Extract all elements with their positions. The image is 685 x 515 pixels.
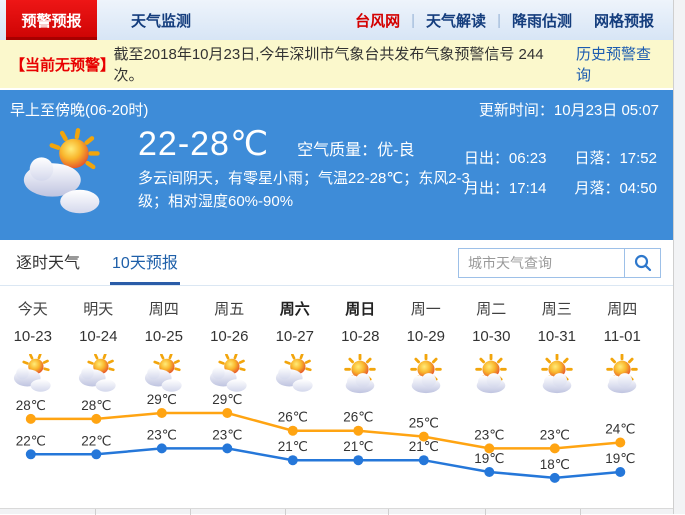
- no-warning-badge: 【当前无预警】: [10, 56, 116, 74]
- svg-text:21℃: 21℃: [343, 439, 373, 454]
- svg-text:21℃: 21℃: [409, 439, 439, 454]
- sun-moon-times: 日出：06:23 日落：17:52 月出：17:14 月落：04:50: [464, 147, 657, 198]
- alert-message: 截至2018年10月23日,今年深圳市气象台共发布气象预警信号 244 次。: [113, 46, 544, 84]
- day-label: 周日: [345, 301, 376, 318]
- forecast-column-10-31[interactable]: 周三 10-31: [524, 298, 590, 396]
- sun-with-cloud-icon: [393, 354, 459, 396]
- sun-moon-item-3: 月落：04:50: [574, 180, 657, 197]
- city-weather-search: [458, 248, 661, 278]
- current-weather-panel: 早上至傍晚(06-20时) 更新时间：10月23日 05:07 22-28℃ 空…: [0, 90, 673, 240]
- search-button[interactable]: [624, 249, 660, 277]
- svg-text:23℃: 23℃: [212, 427, 242, 442]
- nav-tab-weather-monitoring[interactable]: 天气监测: [131, 12, 192, 30]
- air-quality-label: 空气质量：优-良: [297, 142, 415, 159]
- day-label: 周四: [148, 301, 179, 318]
- sun-moon-item-2: 月出：17:14: [463, 180, 547, 197]
- sun-behind-clouds-icon: [262, 354, 328, 396]
- forecast-column-10-23[interactable]: 今天 10-23: [0, 298, 66, 396]
- sun-moon-item-0: 日出：06:23: [463, 150, 547, 167]
- day-label: 周一: [410, 301, 441, 318]
- forecast-column-10-27[interactable]: 周六 10-27: [262, 298, 328, 396]
- day-label: 周六: [279, 301, 310, 318]
- svg-text:26℃: 26℃: [278, 410, 308, 425]
- sun-behind-clouds-icon: [197, 354, 263, 396]
- right-gutter: [673, 0, 685, 514]
- forecast-tabbar: 逐时天气 10天预报: [0, 240, 673, 286]
- top-nav-links: 台风网 | 天气解读 | 降雨估测 网格预报: [344, 0, 665, 40]
- day-label: 周三: [541, 301, 572, 318]
- date-label: 10-25: [144, 328, 183, 345]
- date-label: 10-26: [210, 328, 249, 345]
- day-label: 今天: [17, 301, 48, 318]
- sun-behind-clouds-icon: [66, 354, 132, 396]
- nav-link-0[interactable]: 台风网: [355, 12, 401, 30]
- sun-behind-clouds-icon: [0, 124, 138, 226]
- svg-text:23℃: 23℃: [474, 427, 504, 442]
- top-nav: 预警预报 天气监测 台风网 | 天气解读 | 降雨估测 网格预报: [0, 0, 673, 40]
- sun-with-cloud-icon: [590, 354, 656, 396]
- forecast-column-10-30[interactable]: 周二 10-30: [459, 298, 525, 396]
- forecast-column-10-25[interactable]: 周四 10-25: [131, 298, 197, 396]
- temperature-line-chart: 28℃ 28℃ 29℃ 29℃ 26℃ 26℃ 25℃ 23℃ 23℃ 24℃ 22℃ 22℃ 23℃ 2…: [16, 392, 635, 483]
- sun-with-cloud-icon: [524, 354, 590, 396]
- svg-text:28℃: 28℃: [16, 398, 46, 413]
- sun-with-cloud-icon: [328, 354, 394, 396]
- date-label: 10-29: [406, 328, 445, 345]
- temperature-range: 22-28℃: [138, 125, 270, 163]
- nav-link-2[interactable]: 降雨估测: [511, 12, 572, 30]
- tab-hourly-weather[interactable]: 逐时天气: [16, 255, 81, 272]
- nav-link-1[interactable]: 天气解读: [426, 12, 487, 30]
- date-label: 10-31: [537, 328, 576, 345]
- date-label: 10-23: [13, 328, 52, 345]
- tab-ten-day-forecast[interactable]: 10天预报: [110, 240, 180, 285]
- date-label: 10-30: [472, 328, 511, 345]
- svg-text:22℃: 22℃: [16, 433, 46, 448]
- svg-text:29℃: 29℃: [212, 392, 242, 407]
- svg-text:19℃: 19℃: [474, 451, 504, 466]
- nav-separator: |: [411, 11, 416, 29]
- day-label: 周二: [476, 301, 507, 318]
- sun-moon-item-1: 日落：17:52: [574, 150, 657, 167]
- svg-text:19℃: 19℃: [605, 451, 635, 466]
- day-label: 周四: [607, 301, 638, 318]
- svg-text:29℃: 29℃: [147, 392, 177, 407]
- svg-text:21℃: 21℃: [278, 439, 308, 454]
- date-label: 10-27: [275, 328, 314, 345]
- search-icon: [634, 254, 651, 272]
- sun-behind-clouds-icon: [131, 354, 197, 396]
- svg-text:18℃: 18℃: [540, 457, 570, 472]
- nav-tab-warning-forecast[interactable]: 预警预报: [6, 0, 97, 40]
- date-label: 11-01: [603, 328, 641, 345]
- forecast-column-10-26[interactable]: 周五 10-26: [197, 298, 263, 396]
- update-time-label: 更新时间：10月23日 05:07: [478, 102, 659, 119]
- forecast-column-10-24[interactable]: 明天 10-24: [66, 298, 132, 396]
- svg-text:24℃: 24℃: [605, 422, 635, 437]
- svg-text:23℃: 23℃: [540, 427, 570, 442]
- nav-link-3[interactable]: 网格预报: [593, 12, 654, 30]
- date-label: 10-28: [341, 328, 380, 345]
- sun-with-cloud-icon: [459, 354, 525, 396]
- svg-text:23℃: 23℃: [147, 427, 177, 442]
- svg-text:22℃: 22℃: [81, 433, 111, 448]
- nav-separator: |: [497, 11, 501, 29]
- forecast-column-10-29[interactable]: 周一 10-29: [393, 298, 459, 396]
- search-input[interactable]: [459, 249, 624, 277]
- history-warning-link[interactable]: 历史预警查询: [576, 46, 652, 84]
- day-label: 明天: [83, 301, 114, 318]
- weather-description: 多云间阴天，有零星小雨；气温22-28℃；东风2-3级；相对湿度60%-90%: [138, 170, 470, 210]
- svg-text:25℃: 25℃: [409, 416, 439, 431]
- alert-bar: 【当前无预警】 截至2018年10月23日,今年深圳市气象台共发布气象预警信号 …: [0, 40, 673, 88]
- svg-text:26℃: 26℃: [343, 410, 373, 425]
- date-label: 10-24: [79, 328, 118, 345]
- forecast-column-10-28[interactable]: 周日 10-28: [328, 298, 394, 396]
- sun-behind-clouds-icon: [0, 354, 66, 396]
- ten-day-forecast: 今天 10-23 明天 10-24 周四 10-25 周五 10-26 周六 10-27 周日 10-…: [0, 286, 673, 508]
- svg-text:28℃: 28℃: [81, 398, 111, 413]
- bottom-table-edge: [0, 508, 673, 515]
- forecast-period-label: 早上至傍晚(06-20时): [10, 102, 149, 119]
- forecast-column-11-01[interactable]: 周四 11-01: [590, 298, 656, 396]
- day-label: 周五: [214, 301, 245, 318]
